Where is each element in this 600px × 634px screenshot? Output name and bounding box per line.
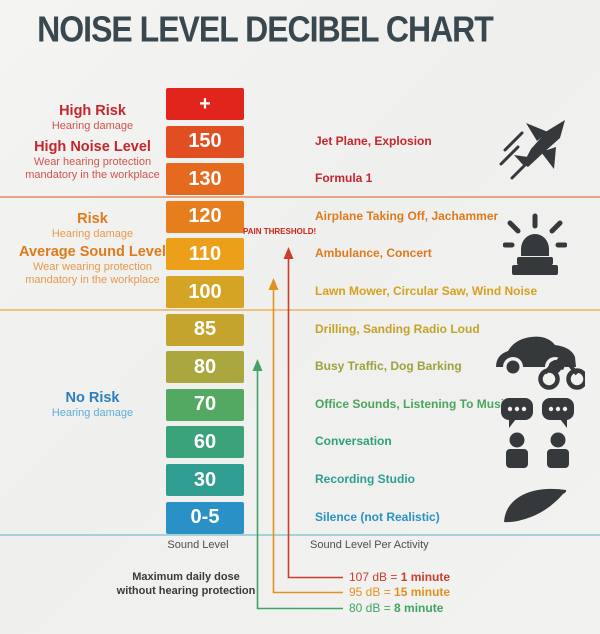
bar-segment-label: 0-5 — [190, 506, 220, 529]
feather-icon — [501, 486, 569, 531]
max-daily-dose-line2: without hearing protection — [116, 585, 256, 597]
bar-segment-80: 80 — [166, 351, 244, 384]
bar-segment-85: 85 — [166, 313, 244, 346]
bar-segment-70: 70 — [166, 388, 244, 421]
divider-risk — [0, 309, 600, 311]
bar-segment-0-5: 0-5 — [166, 501, 244, 534]
risk-block-average-sound-level: Average Sound Level Wear wearing protect… — [5, 244, 180, 286]
arrow-95db — [268, 278, 343, 594]
bar-segment-120: 120 — [166, 200, 244, 233]
axis-label-sound-level-per-activity: Sound Level Per Activity — [310, 539, 429, 551]
bar-segment-label: 30 — [193, 468, 217, 491]
risk-block-high-risk: High Risk Hearing damage — [5, 103, 180, 133]
risk-heading: Risk — [77, 211, 108, 227]
page-title: NOISE LEVEL DECIBEL CHART — [37, 9, 494, 50]
legend-duration: 15 minute — [394, 585, 451, 599]
risk-block-risk: Risk Hearing damage — [5, 211, 180, 241]
traffic-icon — [493, 327, 588, 396]
legend-duration: 1 minute — [400, 570, 451, 584]
bar-segment-label: 150 — [188, 130, 222, 153]
risk-subtext: Hearing damage — [51, 120, 134, 132]
bar-segment-100: 100 — [166, 276, 244, 308]
risk-block-no-risk: No Risk Hearing damage — [5, 390, 180, 420]
risk-subtext: Hearing damage — [51, 228, 134, 240]
bar-segment-label: + — [199, 92, 211, 115]
risk-subtext: Wear wearing protection — [32, 261, 153, 273]
bar-segment-label: 60 — [193, 430, 217, 453]
legend-db-value: 95 dB = — [349, 585, 391, 599]
bar-segment-label: 110 — [188, 242, 222, 265]
bar-segment-label: 100 — [188, 280, 222, 303]
legend-db-value: 80 dB = — [349, 601, 391, 615]
risk-subtext: mandatory in the workplace — [25, 168, 160, 181]
bar-segment-110: 110 — [166, 238, 244, 271]
max-daily-dose-label: Maximum daily dose without hearing prote… — [105, 570, 267, 598]
siren-icon — [502, 212, 568, 289]
bar-segment-label: 120 — [188, 205, 222, 228]
bar-segment-label: 70 — [193, 393, 217, 416]
risk-subtext: mandatory in the workplace — [25, 273, 160, 286]
risk-subtext: Hearing damage — [51, 407, 134, 419]
pain-threshold-label: PAIN THRESHOLD! — [243, 227, 317, 236]
max-daily-dose-line1: Maximum daily dose — [132, 571, 240, 583]
legend-95db: 95 dB = 15 minute — [349, 586, 450, 599]
bar-segment-label: 80 — [193, 355, 217, 378]
risk-heading: Average Sound Level — [19, 244, 166, 260]
fighter-jet-icon — [497, 112, 577, 195]
legend-107db: 107 dB = 1 minute — [349, 571, 450, 584]
arrow-107db — [283, 247, 343, 579]
divider-bottom — [0, 534, 600, 536]
risk-heading: High Noise Level — [34, 139, 151, 155]
risk-heading: High Risk — [59, 103, 126, 119]
risk-heading: No Risk — [65, 390, 120, 406]
decibel-bar-column: +150 130 120 110 100 85 80 70 60 30 0-5 — [166, 88, 244, 534]
bar-segment-label: 85 — [193, 318, 217, 341]
bar-segment-30: 30 — [166, 464, 244, 496]
axis-label-sound-level: Sound Level — [167, 539, 229, 551]
bar-segment-60: 60 — [166, 426, 244, 459]
legend-db-value: 107 dB = — [349, 570, 398, 584]
conversation-icon — [499, 396, 577, 475]
divider-high-risk — [0, 196, 600, 198]
legend-80db: 80 dB = 8 minute — [349, 602, 443, 615]
bar-segment-130: 130 — [166, 163, 244, 196]
risk-subtext: Wear hearing protection — [33, 156, 152, 168]
legend-duration: 8 minute — [394, 601, 444, 615]
risk-block-high-noise-level: High Noise Level Wear hearing protection… — [5, 139, 180, 181]
arrow-80db — [252, 359, 343, 610]
bar-segment-+: + — [166, 88, 244, 120]
bar-segment-label: 130 — [188, 167, 222, 190]
bar-segment-150: 150 — [166, 125, 244, 158]
